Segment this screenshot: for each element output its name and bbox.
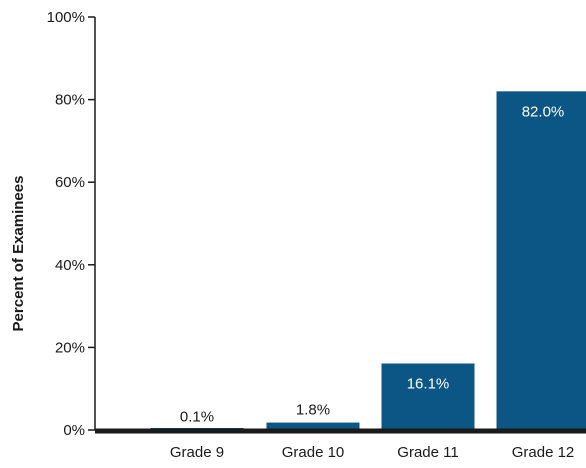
x-tick-label: Grade 10 [282, 444, 345, 461]
x-tick-label: Grade 11 [397, 444, 458, 461]
y-tick-label: 80% [55, 92, 85, 109]
y-axis-title: Percent of Examinees [10, 176, 27, 332]
bar [382, 364, 475, 430]
x-tick-label: Grade 12 [512, 444, 575, 461]
data-label: 0.1% [180, 409, 214, 426]
bars [151, 91, 586, 430]
x-axis: Grade 9 Grade 10 Grade 11 Grade 12 [95, 431, 586, 461]
data-label: 16.1% [407, 376, 450, 393]
x-tick-label: Grade 9 [170, 444, 224, 461]
y-tick-label: 60% [55, 174, 85, 191]
data-label: 1.8% [296, 402, 330, 419]
bar [497, 91, 586, 430]
data-label: 82.0% [522, 103, 565, 120]
y-tick-label: 20% [55, 339, 85, 356]
y-tick-label: 100% [47, 9, 85, 26]
y-tick-label: 0% [63, 422, 85, 439]
y-axis: 0% 20% 40% 60% 80% 100% [47, 9, 95, 439]
y-tick-label: 40% [55, 257, 85, 274]
